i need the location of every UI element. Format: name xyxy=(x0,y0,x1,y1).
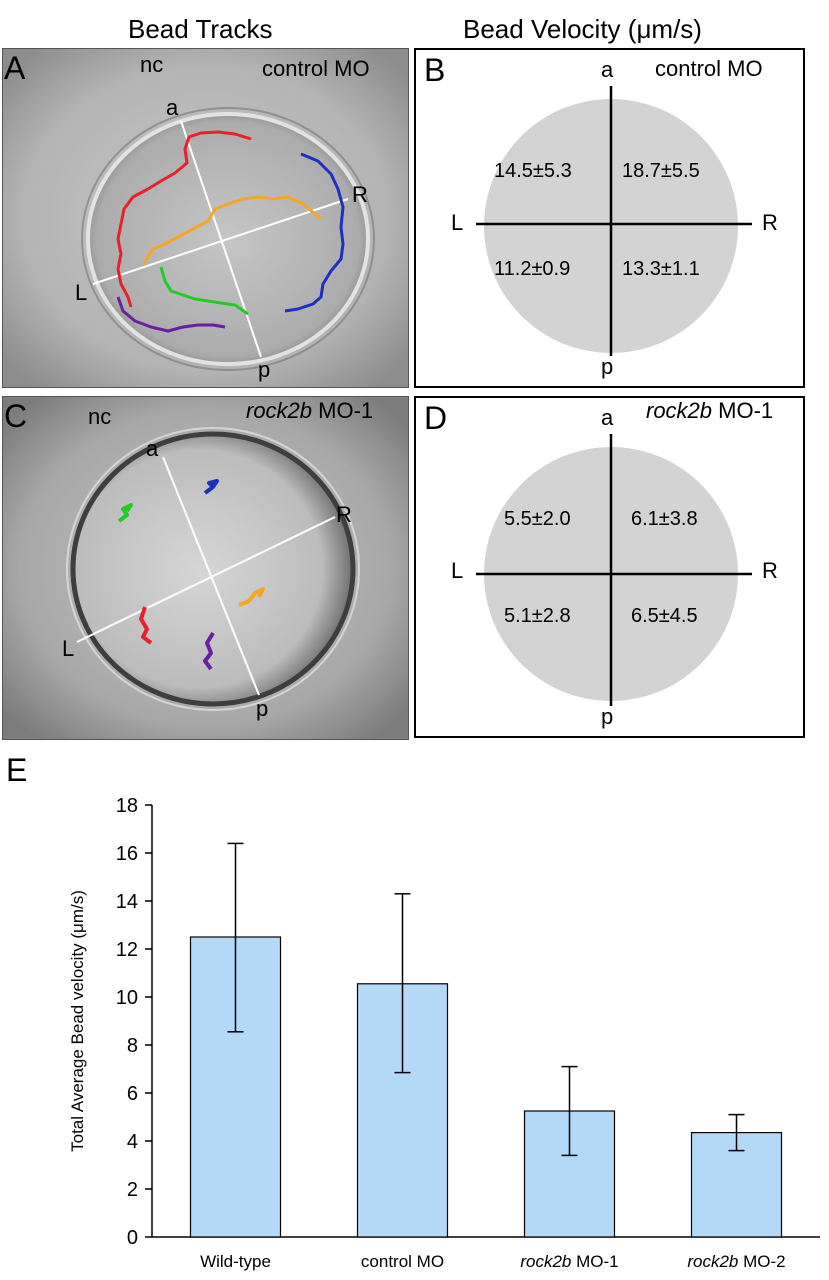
panel-c-axis-p: p xyxy=(256,696,269,721)
bead-track-blue xyxy=(284,152,345,313)
panel-c-condition-suffix: MO-1 xyxy=(312,398,374,423)
y-tick-label: 16 xyxy=(116,843,138,865)
bead-track-red xyxy=(116,130,252,308)
y-axis-label: Total Average Bead velocity (μm/s) xyxy=(68,890,87,1152)
panel-d-axis-r: R xyxy=(762,558,778,583)
panel-c-micrograph xyxy=(2,396,409,740)
panel-a-micrograph xyxy=(2,48,409,388)
panel-c-condition-gene: rock2b xyxy=(246,398,313,423)
y-tick-label: 6 xyxy=(127,1083,138,1105)
lr-axis-line xyxy=(92,198,349,285)
x-category-label: control MO xyxy=(361,1252,444,1271)
x-category-label-suffix: MO-2 xyxy=(738,1252,785,1271)
y-tick-label: 4 xyxy=(127,1131,138,1153)
bead-track-green xyxy=(159,266,249,316)
panel-b-axis-l: L xyxy=(451,210,464,235)
y-tick-label: 14 xyxy=(116,891,138,913)
x-category-label-gene: rock2b xyxy=(520,1252,571,1271)
panel-c-letter: C xyxy=(4,398,28,434)
ap-axis-line xyxy=(180,120,262,358)
y-tick-label: 18 xyxy=(116,795,138,817)
panel-d-condition-gene: rock2b xyxy=(646,398,713,423)
panel-e-letter: E xyxy=(6,752,28,788)
panel-c-condition-label: rock2b MO-1 xyxy=(246,398,373,424)
panel-a-letter: A xyxy=(4,50,26,86)
panel-d-letter: D xyxy=(424,400,448,436)
header-bead-tracks: Bead Tracks xyxy=(128,14,273,44)
x-category-label: rock2b MO-1 xyxy=(520,1252,618,1271)
y-tick-label: 2 xyxy=(127,1179,138,1201)
panel-b-diagram xyxy=(414,48,805,388)
panel-b-quadrant-posterior-left: 11.2±0.9 xyxy=(494,258,571,280)
panel-b-quadrant-anterior-right: 18.7±5.5 xyxy=(622,160,700,182)
bead-track-purple xyxy=(203,631,215,671)
y-tick-label: 12 xyxy=(116,939,138,961)
header-mu-symbol: μ xyxy=(636,14,652,44)
y-tick-label: 0 xyxy=(127,1227,138,1249)
panel-b-axis-r: R xyxy=(762,210,778,235)
panel-b-quadrant-anterior-left: 14.5±5.3 xyxy=(494,160,572,182)
x-category-label: rock2b MO-2 xyxy=(687,1252,785,1271)
bead-track-red xyxy=(139,606,153,645)
panel-a-axis-r: R xyxy=(352,182,368,207)
panel-e-bar-chart: 0 2 4 6 8 10 12 14 16 18 Total Average Bead veloci… xyxy=(0,770,829,1275)
bead-track-green xyxy=(117,503,133,523)
panel-d-quadrant-posterior-right: 6.5±4.5 xyxy=(631,605,698,627)
panel-b-quadrant-posterior-right: 13.3±1.1 xyxy=(622,258,700,280)
panel-b-condition-label: control MO xyxy=(655,56,763,81)
panel-a-axis-p: p xyxy=(258,357,271,382)
panel-b-axis-a: a xyxy=(601,57,614,82)
panel-d-quadrant-posterior-left: 5.1±2.8 xyxy=(504,605,571,627)
panel-c-axis-a: a xyxy=(146,436,159,461)
kupffer-vesicle xyxy=(70,431,356,707)
bead-track-purple xyxy=(116,296,226,333)
header-bead-velocity: Bead Velocity (μm/s) xyxy=(463,14,702,45)
lr-axis-line xyxy=(76,516,336,643)
panel-a-condition-label: control MO xyxy=(262,56,370,81)
y-tick-label: 10 xyxy=(116,987,138,1009)
panel-c-nc-label: nc xyxy=(88,404,112,429)
y-tick-label: 8 xyxy=(127,1035,138,1057)
panel-b-letter: B xyxy=(424,52,446,88)
bead-track-orange xyxy=(141,195,322,265)
x-category-label-suffix: MO-1 xyxy=(571,1252,618,1271)
x-category-label: Wild-type xyxy=(200,1252,271,1271)
panel-a-nc-label: nc xyxy=(140,52,164,77)
panel-d-condition-suffix: MO-1 xyxy=(712,398,774,423)
panel-a-axis-l: L xyxy=(75,280,88,305)
header-bead-velocity-prefix: Bead Velocity ( xyxy=(463,14,637,44)
x-category-label-gene: rock2b xyxy=(687,1252,738,1271)
panel-c-axis-l: L xyxy=(62,636,75,661)
panel-b-axis-p: p xyxy=(601,354,614,379)
bead-track-orange xyxy=(238,587,265,607)
panel-d-diagram xyxy=(414,396,805,738)
panel-c-axis-r: R xyxy=(336,502,352,527)
header-bead-velocity-suffix: m/s) xyxy=(651,14,702,44)
panel-d-condition-label: rock2b MO-1 xyxy=(646,398,773,424)
panel-d-axis-p: p xyxy=(601,704,614,729)
panel-d-quadrant-anterior-right: 6.1±3.8 xyxy=(631,508,698,530)
panel-d-axis-a: a xyxy=(601,405,614,430)
bead-track-blue xyxy=(203,479,219,495)
panel-a-axis-a: a xyxy=(166,95,179,120)
panel-d-axis-l: L xyxy=(451,558,464,583)
panel-d-quadrant-anterior-left: 5.5±2.0 xyxy=(504,508,571,530)
